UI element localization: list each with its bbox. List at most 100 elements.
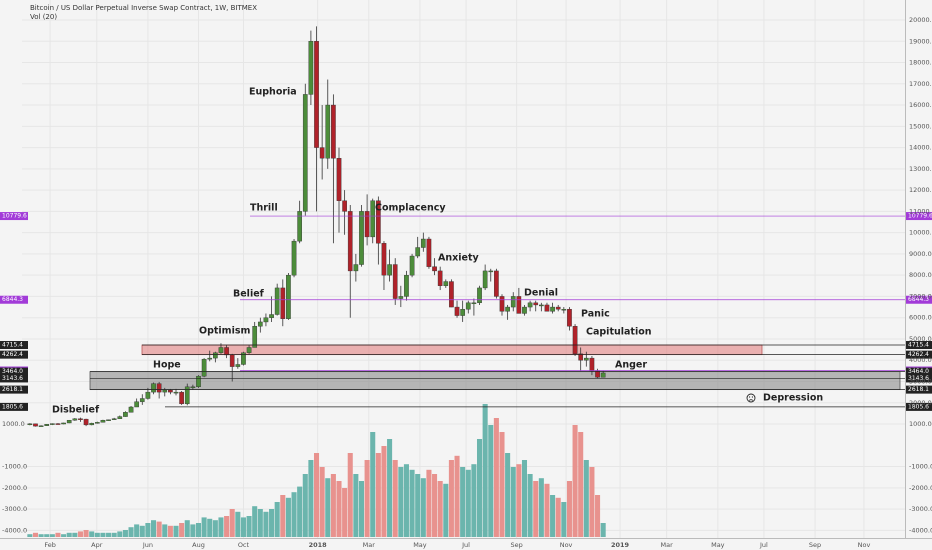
candle-body (100, 419, 106, 423)
y-tick-label-left: 1000.0 (2, 420, 25, 428)
candle-body (376, 200, 381, 244)
volume-bar (325, 478, 331, 537)
candle-body (280, 287, 286, 319)
candle-body (263, 317, 269, 323)
candle-body (297, 211, 302, 242)
volume-bar (32, 532, 39, 537)
y-tick-label: 16000.0 (909, 101, 932, 109)
volume-bar (297, 486, 303, 537)
volume-bar (538, 478, 544, 537)
sad-icon-eye (749, 396, 751, 398)
level-tag: 3143.6 (908, 375, 929, 382)
y-tick-label: -3000.0 (909, 505, 932, 513)
zone (141, 344, 763, 356)
candle-body (89, 422, 95, 426)
candle-body (94, 422, 100, 424)
candle-body (139, 398, 145, 402)
volume-bar (505, 453, 511, 537)
candle-body (201, 358, 207, 377)
y-tick-label: 18000.0 (909, 59, 932, 67)
candle-body (252, 326, 258, 348)
candle-body (207, 357, 213, 360)
candle-body (33, 423, 38, 427)
candle-body (128, 406, 134, 413)
candle-body (544, 304, 550, 312)
volume-bar (122, 530, 128, 537)
candle-body (27, 423, 33, 426)
level-tag-bg-left (0, 212, 28, 221)
volume-bar (460, 467, 466, 537)
volume-bar (476, 439, 483, 537)
volume-bar (201, 517, 207, 537)
y-tick-label-left: -2000.0 (2, 484, 27, 492)
candle-body (516, 296, 522, 314)
candle-body (364, 211, 370, 238)
volume-bar (595, 495, 601, 537)
candle-body (61, 422, 66, 425)
y-tick-label: 6000.0 (909, 314, 932, 322)
candle-body (387, 264, 392, 276)
candle-body (370, 200, 376, 238)
y-tick-label: 11000.0 (909, 207, 932, 215)
x-tick-label: Jul (461, 541, 470, 549)
chart-title: Bitcoin / US Dollar Perpetual Inverse Sw… (30, 4, 257, 12)
volume-bar (235, 511, 241, 537)
level-tag-left: 4715.4 (2, 342, 23, 349)
volume-bar (555, 497, 561, 537)
candle-body (499, 296, 505, 312)
phase-label: Complacency (375, 203, 446, 214)
volume-bar (471, 464, 477, 537)
phase-label: Anxiety (438, 253, 479, 264)
volume-bar (179, 523, 185, 537)
candle-body (325, 104, 331, 159)
volume-bar (224, 516, 230, 537)
candle-body (471, 302, 477, 305)
y-tick-label: 10000.0 (909, 229, 932, 237)
candle-body (190, 386, 196, 389)
candle-body (398, 296, 404, 299)
y-tick-label: -1000.0 (909, 463, 932, 471)
candle-body (392, 264, 398, 299)
volume-bar (139, 525, 145, 537)
volume-bar (77, 531, 83, 537)
volume-bar (291, 492, 297, 537)
phase-label: Panic (581, 309, 610, 320)
x-tick-label: Jun (142, 541, 153, 549)
volume-bar (308, 460, 314, 537)
candle-body (106, 419, 111, 421)
volume-bar (207, 518, 213, 537)
volume-bar (100, 532, 106, 537)
candle-body (162, 389, 168, 393)
volume-bar (375, 453, 381, 537)
x-tick-label: Oct (238, 541, 250, 549)
level-tag-bg (906, 374, 932, 383)
level-tag-bg (906, 367, 932, 376)
level-tag-bg-left (0, 374, 28, 383)
candle-body (505, 306, 510, 312)
level-tag-left: 10779.6 (2, 213, 27, 220)
candle-body (527, 302, 533, 308)
level-tag: 4715.4 (908, 342, 929, 349)
volume-bar (578, 432, 584, 537)
level-tag-bg (906, 385, 932, 394)
candle-body (269, 314, 274, 318)
volume-bar (493, 418, 499, 537)
level-tag-bg (906, 212, 932, 221)
volume-bar (347, 453, 353, 537)
zone (89, 371, 901, 391)
candle-body (449, 281, 454, 308)
candle-body (173, 391, 179, 394)
candle-body (123, 412, 128, 417)
volume-bar (134, 524, 140, 537)
x-tick-label: Mar (363, 541, 376, 549)
candle-body (224, 347, 229, 356)
volume-bar (465, 469, 471, 537)
volume-bar (89, 531, 95, 537)
candle-body (567, 308, 572, 327)
volume-bar (443, 483, 449, 537)
volume-bar (302, 474, 308, 537)
candle-body (66, 419, 72, 424)
volume-bar (44, 534, 50, 537)
phase-label: Depression (763, 393, 823, 404)
volume-bar (499, 432, 505, 537)
